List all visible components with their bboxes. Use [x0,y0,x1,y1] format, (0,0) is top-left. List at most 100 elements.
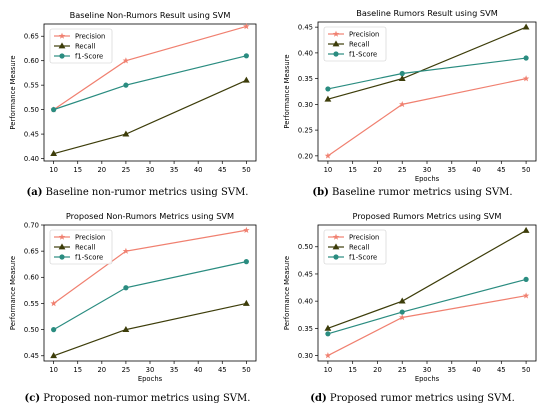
x-tick-label: 25 [398,166,407,174]
x-tick-label: 40 [194,166,203,174]
x-tick-label: 25 [122,166,131,174]
x-tick-label: 30 [423,166,432,174]
data-point [398,314,406,321]
x-tick-label: 40 [194,366,203,374]
x-tick-label: 40 [472,166,481,174]
legend-label: Precision [349,234,379,242]
caption-c-letter: (c) [24,393,41,404]
legend-swatch-marker [58,243,66,250]
x-axis-label: Epochs [138,375,163,383]
y-axis-label: Performance Measure [9,256,17,330]
data-point [242,299,250,306]
y-axis-label: Performance Measure [283,54,291,128]
caption-d-text: Proposed rumor metrics using SVM. [329,393,515,404]
data-point [50,300,57,307]
y-tick-label: 0.65 [24,33,39,41]
chart-title: Proposed Rumors Metrics using SVM [353,211,502,221]
x-tick-label: 15 [348,366,357,374]
chart-0: Baseline Non-Rumors Result using SVM 10 15… [9,10,257,174]
data-point [51,327,57,333]
data-point [51,107,57,113]
x-tick-label: 20 [373,366,382,374]
x-tick-label: 35 [447,166,456,174]
series-line-recall [53,79,247,155]
data-point [399,309,405,315]
legend-swatch-marker [332,233,340,240]
legend-swatch-marker [332,40,340,47]
legend-label: f1-Score [349,51,377,59]
x-tick-label: 20 [97,166,106,174]
data-point [122,326,130,333]
y-tick-label: 0.60 [24,274,39,282]
y-tick-label: 0.45 [24,352,39,360]
x-tick-label: 35 [170,366,179,374]
caption-c-text: Proposed non-rumor metrics using SVM. [43,393,251,404]
y-axis-label: Performance Measure [283,256,291,330]
legend-swatch-marker [333,254,339,260]
x-tick-label: 10 [49,366,58,374]
legend: Precision Recall f1-Score [49,229,113,265]
y-tick-label: 0.30 [298,101,313,109]
x-tick-label: 35 [170,166,179,174]
x-tick-label: 10 [324,366,333,374]
y-tick-label: 0.45 [24,130,39,138]
y-tick-label: 0.55 [24,300,39,308]
series-line-f1-score [53,55,247,111]
data-point [243,23,250,30]
data-point [522,226,530,233]
x-tick-label: 50 [242,366,251,374]
data-point [123,285,129,291]
legend-swatch-marker [332,30,340,37]
legend-label: Precision [75,234,105,242]
caption-d-letter: (d) [310,393,327,404]
y-tick-label: 0.55 [24,82,39,90]
y-tick-label: 0.40 [298,298,313,306]
y-tick-label: 0.50 [298,243,313,251]
data-point [122,57,130,64]
data-point [522,75,530,82]
legend-label: f1-Score [349,254,377,262]
x-tick-label: 20 [373,166,382,174]
series-line-f1-score [53,261,247,331]
data-point [325,331,331,337]
y-tick-label: 0.40 [298,49,313,57]
legend-swatch-marker [58,32,66,39]
legend-label: f1-Score [75,53,103,61]
caption-b: (b) Baseline rumor metrics using SVM. [275,187,550,198]
chart-1: Baseline Rumors Result using SVM 10 15 20 25… [283,8,537,183]
legend-swatch-marker [332,243,340,250]
y-tick-label: 0.60 [24,57,39,65]
y-tick-label: 0.20 [298,152,313,160]
y-axis-label: Performance Measure [9,55,17,129]
x-tick-label: 25 [398,366,407,374]
x-tick-label: 35 [447,366,456,374]
data-point [398,100,406,108]
data-point [123,82,129,88]
x-tick-label: 50 [522,366,531,374]
x-tick-label: 45 [497,366,506,374]
x-tick-label: 15 [348,166,357,174]
x-tick-label: 50 [242,166,251,174]
data-point [522,292,530,299]
x-tick-label: 25 [122,366,131,374]
data-point [243,259,249,265]
legend-label: Recall [349,244,369,252]
chart-title: Proposed Non-Rumors Metrics using SVM [66,211,234,221]
data-point [243,53,249,59]
x-axis-label: Epochs [415,375,440,383]
x-tick-label: 30 [146,166,155,174]
legend-label: Recall [349,41,369,49]
legend: Precision Recall f1-Score [323,26,387,62]
chart-2: Proposed Non-Rumors Metrics using SVM 10 1… [9,211,257,383]
x-axis-label: Epochs [415,175,440,183]
caption-d: (d) Proposed rumor metrics using SVM. [275,393,550,404]
y-tick-label: 0.45 [298,24,313,32]
legend-swatch-marker [59,254,65,260]
legend-swatch-marker [58,233,66,240]
data-point [324,152,332,159]
y-tick-label: 0.35 [298,75,313,83]
caption-c: (c) Proposed non-rumor metrics using SVM… [0,393,275,404]
data-point [324,324,332,331]
data-point [243,226,250,233]
